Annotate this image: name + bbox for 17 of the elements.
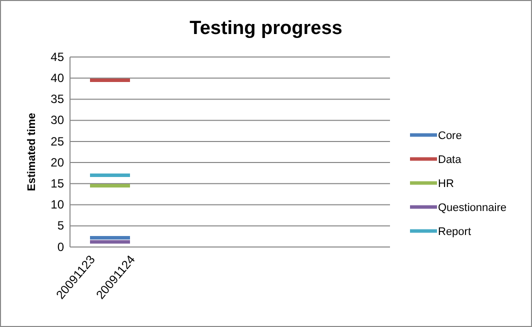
legend-label: Core: [438, 130, 462, 142]
y-axis-title: Estimated time: [26, 112, 38, 192]
y-tick-label: 25: [50, 134, 64, 148]
legend-label: Questionnaire: [438, 202, 506, 214]
y-tick-label: 45: [50, 50, 64, 64]
legend-label: Data: [438, 154, 462, 166]
chart-title: Testing progress: [190, 18, 342, 39]
y-tick-label: 30: [50, 113, 64, 128]
y-tick-label: 10: [50, 198, 64, 212]
y-tick-label: 40: [50, 70, 64, 85]
y-tick-label: 35: [50, 92, 64, 106]
y-tick-label: 15: [50, 176, 64, 191]
y-tick-label: 5: [57, 218, 64, 233]
y-tick-label: 20: [50, 155, 64, 170]
legend-label: HR: [438, 178, 454, 190]
y-tick-label: 0: [57, 240, 64, 254]
legend-label: Report: [438, 226, 472, 238]
